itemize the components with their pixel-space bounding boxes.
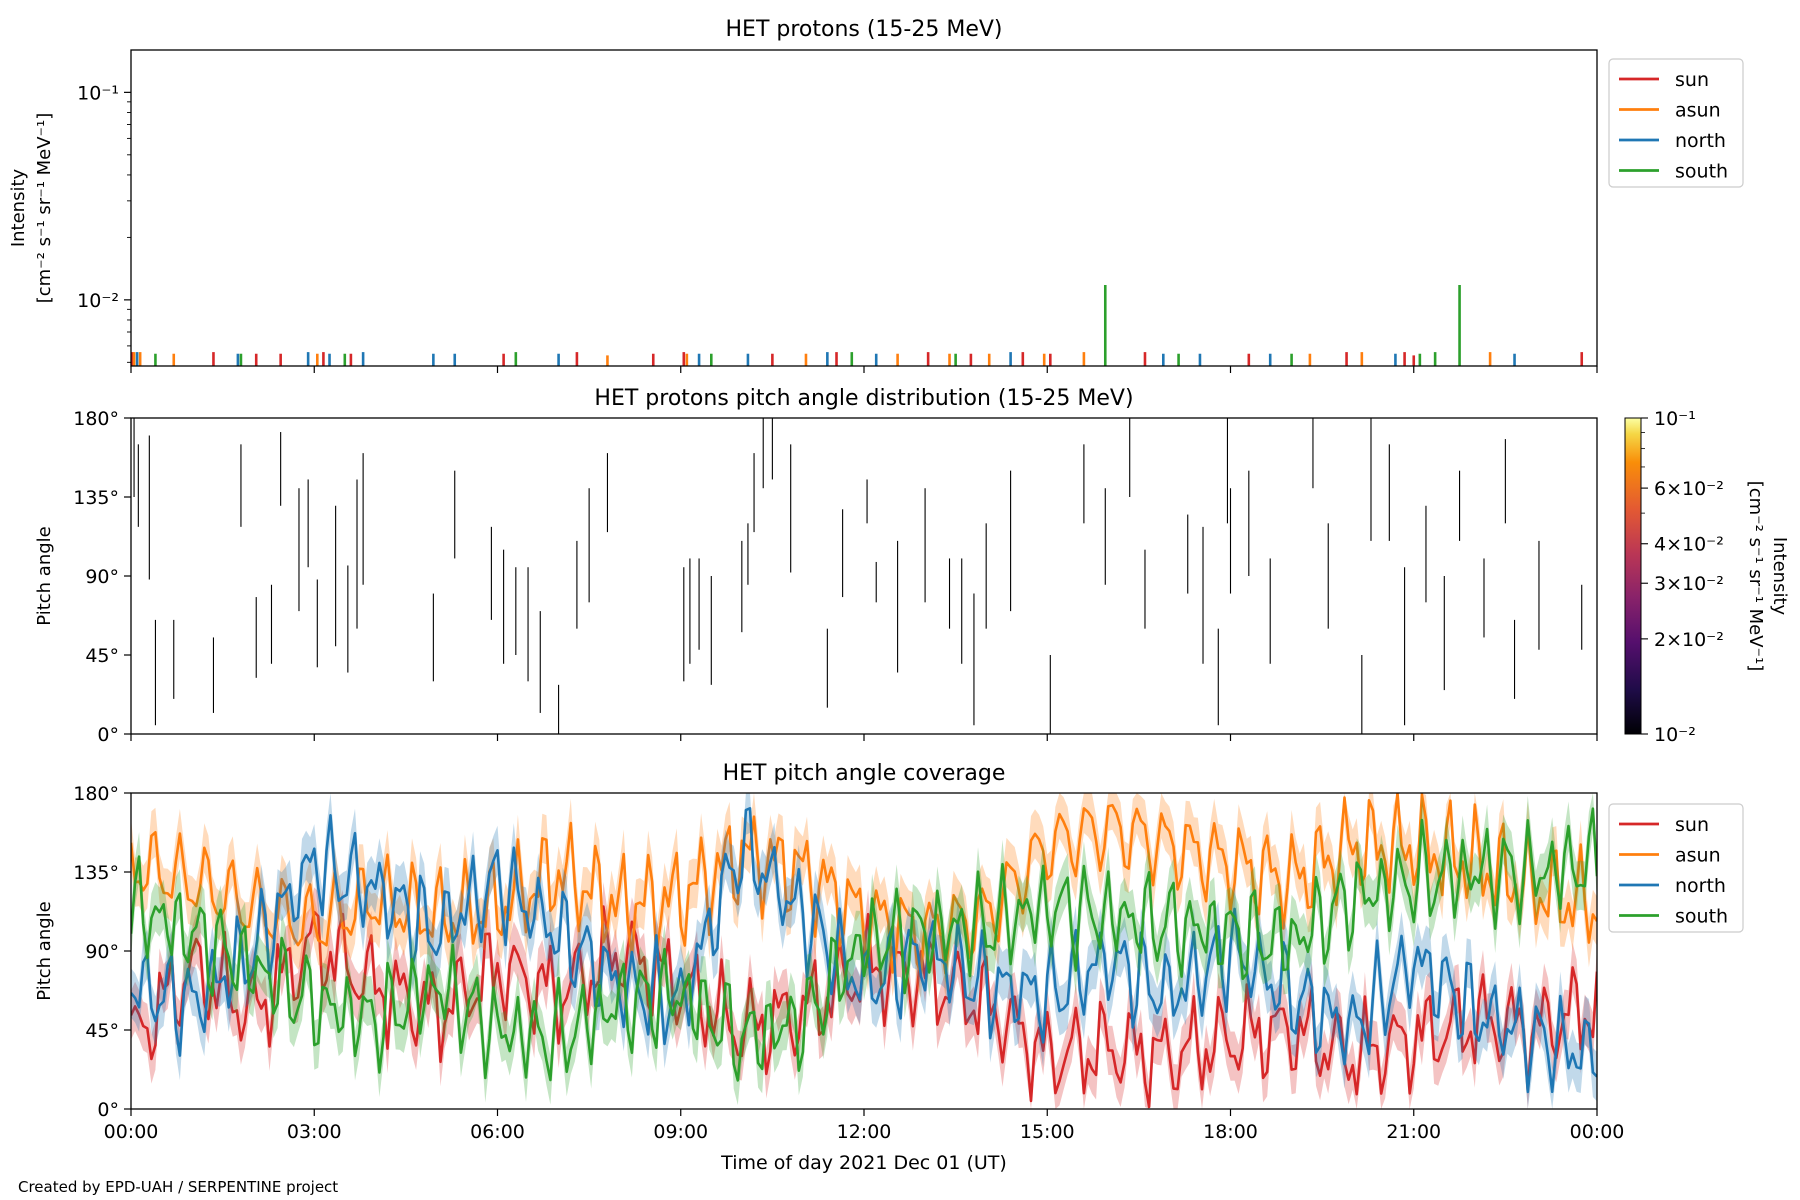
colorbar-tick-label: 4×10⁻² <box>1654 534 1724 556</box>
legend-label-north: north <box>1675 875 1726 897</box>
p3-ytick-label: 90° <box>85 941 119 963</box>
x-tick-label: 18:00 <box>1203 1121 1258 1143</box>
colorbar <box>1624 417 1642 735</box>
panel-1-axes: 10⁻¹ 10⁻² <box>77 82 131 363</box>
legend-label-sun: sun <box>1675 814 1709 836</box>
coverage-line-south <box>131 807 1597 1082</box>
coverage-band-north <box>131 793 1597 1109</box>
panel-1-legend: sun asun north south <box>1608 58 1744 188</box>
colorbar-tick-label: 3×10⁻² <box>1654 573 1724 595</box>
panel-2-title: HET protons pitch angle distribution (15… <box>594 386 1133 411</box>
panel-1-title: HET protons (15-25 MeV) <box>726 17 1003 42</box>
panel-pitch-angle-coverage: HET pitch angle coverage 0° 45° 90° 135° 180… <box>34 761 1744 1121</box>
panel-pitch-angle-distribution: HET protons pitch angle distribution (15… <box>34 386 1790 746</box>
panel-2-axes: 0° 45° 90° 135° 180° <box>73 408 131 746</box>
p2-ytick-label: 0° <box>97 724 119 746</box>
panel-1-ylabel-line1: Intensity <box>8 168 29 247</box>
legend-box <box>1608 803 1744 933</box>
x-axis-label: Time of day 2021 Dec 01 (UT) <box>720 1152 1007 1174</box>
legend-label-asun: asun <box>1675 845 1721 867</box>
colorbar-tick-label: 2×10⁻² <box>1654 629 1724 651</box>
x-tick-label: 03:00 <box>287 1121 342 1143</box>
coverage-line-sun <box>131 905 1597 1109</box>
colorbar-label-line2: [cm⁻² s⁻¹ sr⁻¹ MeV⁻¹] <box>1745 481 1766 672</box>
p3-ytick-label: 180° <box>73 783 119 805</box>
colorbar-tick-label: 6×10⁻² <box>1654 478 1724 500</box>
x-tick-label: 12:00 <box>837 1121 892 1143</box>
panel-1-frame <box>130 49 1598 367</box>
p1-ytick-label: 10⁻² <box>77 290 119 312</box>
panel-2-ylabel: Pitch angle <box>34 526 55 625</box>
x-tick-label: 09:00 <box>653 1121 708 1143</box>
legend-label-asun: asun <box>1675 100 1721 122</box>
coverage-band-south <box>131 793 1597 1105</box>
credit-text: Created by EPD-UAH / SERPENTINE project <box>18 1178 338 1196</box>
panel-3-ylabel: Pitch angle <box>34 901 55 1000</box>
coverage-line-asun <box>131 793 1597 975</box>
x-tick-label: 15:00 <box>1020 1121 1075 1143</box>
legend-label-south: south <box>1675 161 1728 183</box>
colorbar-ticks: 10⁻² 2×10⁻² 3×10⁻² 4×10⁻² 6×10⁻² 10⁻¹ <box>1641 408 1724 746</box>
p2-ytick-label: 135° <box>73 487 119 509</box>
p3-ytick-label: 45° <box>85 1020 119 1042</box>
p2-ytick-label: 90° <box>85 566 119 588</box>
x-tick-label: 00:00 <box>104 1121 159 1143</box>
panel-1-ylabel-line2: [cm⁻² s⁻¹ sr⁻¹ MeV⁻¹] <box>34 113 55 304</box>
p3-ytick-label: 0° <box>97 1099 119 1121</box>
panel-3-legend: sun asun north south <box>1608 803 1744 933</box>
legend-label-south: south <box>1675 906 1728 928</box>
p3-ytick-label: 135° <box>73 862 119 884</box>
p2-ytick-label: 45° <box>85 645 119 667</box>
coverage-line-north <box>131 806 1597 1094</box>
coverage-band-asun <box>131 793 1597 999</box>
panel-2-plot-area <box>133 418 1583 734</box>
panel-intensity: HET protons (15-25 MeV) 10⁻¹ 10⁻² Intensi… <box>8 17 1744 367</box>
panel-3-axes: 0° 45° 90° 135° 180° <box>73 783 131 1121</box>
colorbar-tick-label: 10⁻¹ <box>1654 408 1696 430</box>
panel-1-plot-area <box>131 284 1584 366</box>
colorbar-tick-label: 10⁻² <box>1654 724 1696 746</box>
x-tick-label: 06:00 <box>470 1121 525 1143</box>
panel-3-plot-area <box>131 793 1597 1109</box>
x-tick-labels: 00:00 03:00 06:00 09:00 12:00 15:00 18:00 21:00… <box>104 366 1625 1143</box>
p1-ytick-label: 10⁻¹ <box>77 82 119 104</box>
legend-label-sun: sun <box>1675 69 1709 91</box>
p2-ytick-label: 180° <box>73 408 119 430</box>
x-tick-label: 21:00 <box>1386 1121 1441 1143</box>
panel-3-title: HET pitch angle coverage <box>723 761 1006 786</box>
colorbar-label-line1: Intensity <box>1769 537 1790 616</box>
x-tick-label: 00:00 <box>1570 1121 1625 1143</box>
legend-box <box>1608 58 1744 188</box>
legend-label-north: north <box>1675 130 1726 152</box>
panel-2-frame <box>130 417 1598 735</box>
